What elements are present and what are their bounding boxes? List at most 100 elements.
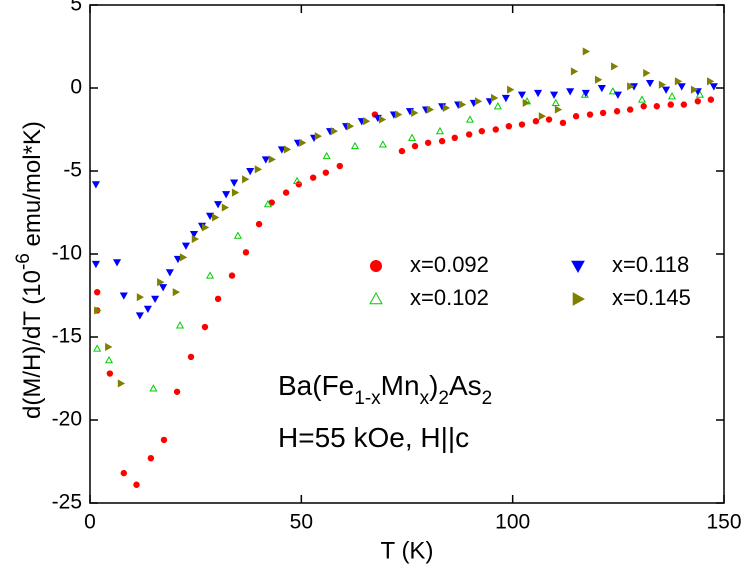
- data-point: [582, 47, 591, 56]
- data-point: [120, 469, 128, 477]
- data-point: [586, 111, 594, 118]
- y-tick-label: -15: [52, 325, 82, 348]
- y-tick-label: 5: [70, 0, 82, 16]
- data-point: [93, 344, 102, 352]
- data-point: [214, 295, 222, 303]
- data-point: [674, 77, 683, 86]
- data-point: [658, 80, 667, 89]
- data-point: [293, 176, 302, 185]
- data-point: [551, 98, 560, 106]
- y-label-part: d(M/H)/dT (10: [19, 270, 46, 419]
- data-point: [640, 103, 647, 110]
- legend-label: x=0.102: [410, 285, 489, 310]
- data-point: [608, 87, 617, 95]
- data-point: [242, 249, 250, 256]
- data-point: [707, 96, 715, 103]
- legend-label: x=0.118: [612, 252, 689, 277]
- x-tick-label: 50: [290, 511, 313, 534]
- data-point: [690, 85, 699, 94]
- data-point: [442, 103, 451, 112]
- data-point: [94, 306, 102, 315]
- data-point: [709, 83, 718, 91]
- data-point: [522, 98, 530, 107]
- data-point: [160, 436, 168, 444]
- data-point: [346, 122, 355, 131]
- data-point: [149, 384, 158, 392]
- data-point: [221, 203, 230, 212]
- data-point: [113, 259, 122, 267]
- data-point: [594, 75, 603, 84]
- data-point: [667, 92, 677, 100]
- data-point: [613, 91, 622, 99]
- data-point: [491, 93, 499, 103]
- x-tick-label: 150: [706, 511, 741, 534]
- data-point: [205, 271, 215, 279]
- data-point: [653, 103, 660, 110]
- data-point: [314, 132, 323, 141]
- legend-marker: [572, 292, 586, 306]
- data-point: [517, 91, 527, 99]
- data-point: [191, 235, 200, 244]
- x-tick-label: 100: [495, 511, 530, 534]
- data-point: [550, 91, 559, 99]
- data-point: [627, 82, 635, 91]
- data-point: [119, 292, 128, 300]
- data-point: [133, 481, 140, 488]
- data-point: [201, 223, 210, 232]
- data-point: [263, 199, 272, 208]
- data-point: [545, 116, 553, 123]
- data-point: [205, 212, 215, 221]
- data-point: [172, 288, 181, 297]
- y-tick-label: -20: [52, 408, 82, 431]
- data-point: [175, 321, 185, 329]
- data-point: [667, 101, 674, 108]
- data-point: [242, 175, 250, 184]
- y-label-part: emu/mol*K): [19, 121, 46, 253]
- legend-marker: [369, 291, 383, 305]
- data-point: [261, 156, 270, 164]
- data-point: [282, 189, 290, 196]
- data-point: [572, 113, 580, 120]
- data-point: [214, 201, 223, 209]
- data-point: [173, 388, 181, 395]
- data-point: [493, 102, 502, 110]
- data-point: [492, 126, 499, 133]
- annotation: H=55 kOe, H||c: [278, 422, 469, 453]
- data-point: [322, 151, 331, 160]
- data-point: [507, 85, 515, 94]
- data-point: [566, 88, 575, 96]
- data-point: [165, 269, 174, 277]
- data-point: [677, 83, 686, 91]
- data-point: [230, 179, 239, 187]
- annotation-part: ): [429, 370, 438, 401]
- annotation-part: 2: [438, 388, 449, 409]
- data-point: [599, 109, 607, 117]
- data-point: [694, 98, 701, 105]
- y-label-part: -6: [13, 253, 34, 270]
- data-point: [295, 181, 302, 188]
- data-point: [268, 155, 276, 164]
- data-point: [706, 77, 715, 86]
- data-point: [637, 95, 647, 103]
- data-point: [643, 69, 651, 78]
- annotation-part: x: [420, 388, 430, 409]
- y-tick-label: -10: [52, 242, 82, 265]
- data-point: [474, 97, 483, 106]
- data-point: [147, 454, 155, 462]
- data-point: [505, 122, 513, 130]
- x-tick-label: 0: [84, 511, 96, 534]
- annotation-part: Mn: [381, 370, 420, 401]
- data-point: [189, 231, 199, 239]
- data-point: [231, 188, 240, 197]
- data-point: [362, 117, 371, 126]
- data-point: [532, 118, 540, 125]
- data-point: [157, 278, 165, 287]
- annotation-part: 1-x: [354, 388, 381, 409]
- legend-marker: [370, 260, 382, 272]
- data-point: [379, 115, 387, 124]
- data-point: [179, 253, 188, 262]
- data-point: [181, 242, 190, 250]
- data-point: [212, 213, 220, 222]
- data-point: [424, 139, 432, 146]
